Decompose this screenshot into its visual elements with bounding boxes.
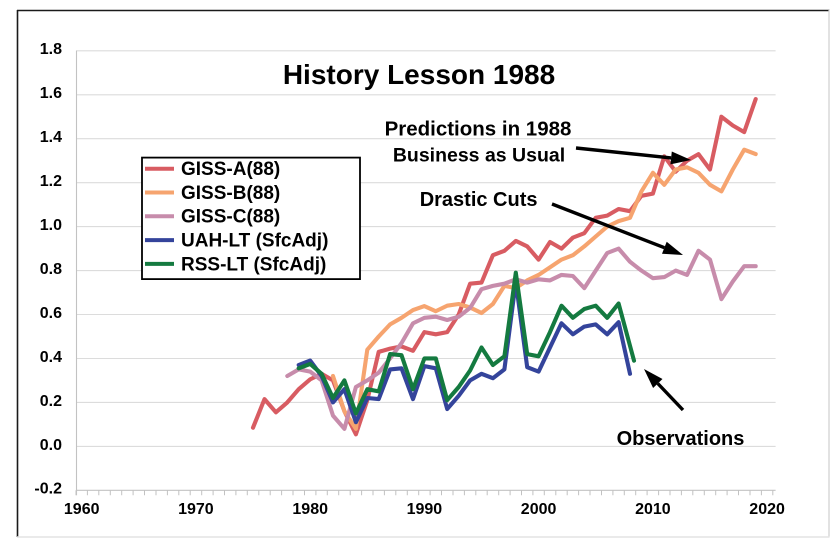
- svg-text:2000: 2000: [521, 501, 557, 518]
- svg-text:1960: 1960: [64, 501, 100, 518]
- svg-text:1.0: 1.0: [40, 217, 62, 234]
- svg-text:GISS-C(88): GISS-C(88): [181, 207, 280, 228]
- svg-text:1970: 1970: [178, 501, 214, 518]
- svg-text:1.8: 1.8: [40, 41, 62, 58]
- svg-text:0.4: 0.4: [40, 349, 62, 366]
- svg-text:1.2: 1.2: [40, 173, 62, 190]
- svg-text:Drastic Cuts: Drastic Cuts: [420, 189, 538, 211]
- svg-text:GISS-A(88): GISS-A(88): [181, 159, 280, 180]
- svg-text:0.0: 0.0: [40, 437, 62, 454]
- svg-text:UAH-LT (SfcAdj): UAH-LT (SfcAdj): [181, 231, 328, 252]
- svg-text:2010: 2010: [635, 501, 671, 518]
- svg-text:0.8: 0.8: [40, 261, 62, 278]
- svg-text:Business as Usual: Business as Usual: [393, 145, 565, 167]
- svg-text:2020: 2020: [749, 501, 785, 518]
- svg-text:1.4: 1.4: [40, 129, 62, 146]
- svg-text:0.6: 0.6: [40, 305, 62, 322]
- svg-text:-0.2: -0.2: [34, 481, 62, 498]
- svg-text:RSS-LT (SfcAdj): RSS-LT (SfcAdj): [181, 254, 326, 275]
- svg-text:1980: 1980: [292, 501, 328, 518]
- svg-text:1.6: 1.6: [40, 85, 62, 102]
- svg-text:0.2: 0.2: [40, 393, 62, 410]
- svg-text:1990: 1990: [407, 501, 443, 518]
- svg-text:Predictions in 1988: Predictions in 1988: [385, 117, 572, 140]
- svg-text:Observations: Observations: [617, 428, 745, 450]
- svg-text:History Lesson 1988: History Lesson 1988: [283, 59, 555, 90]
- svg-text:GISS-B(88): GISS-B(88): [181, 183, 280, 204]
